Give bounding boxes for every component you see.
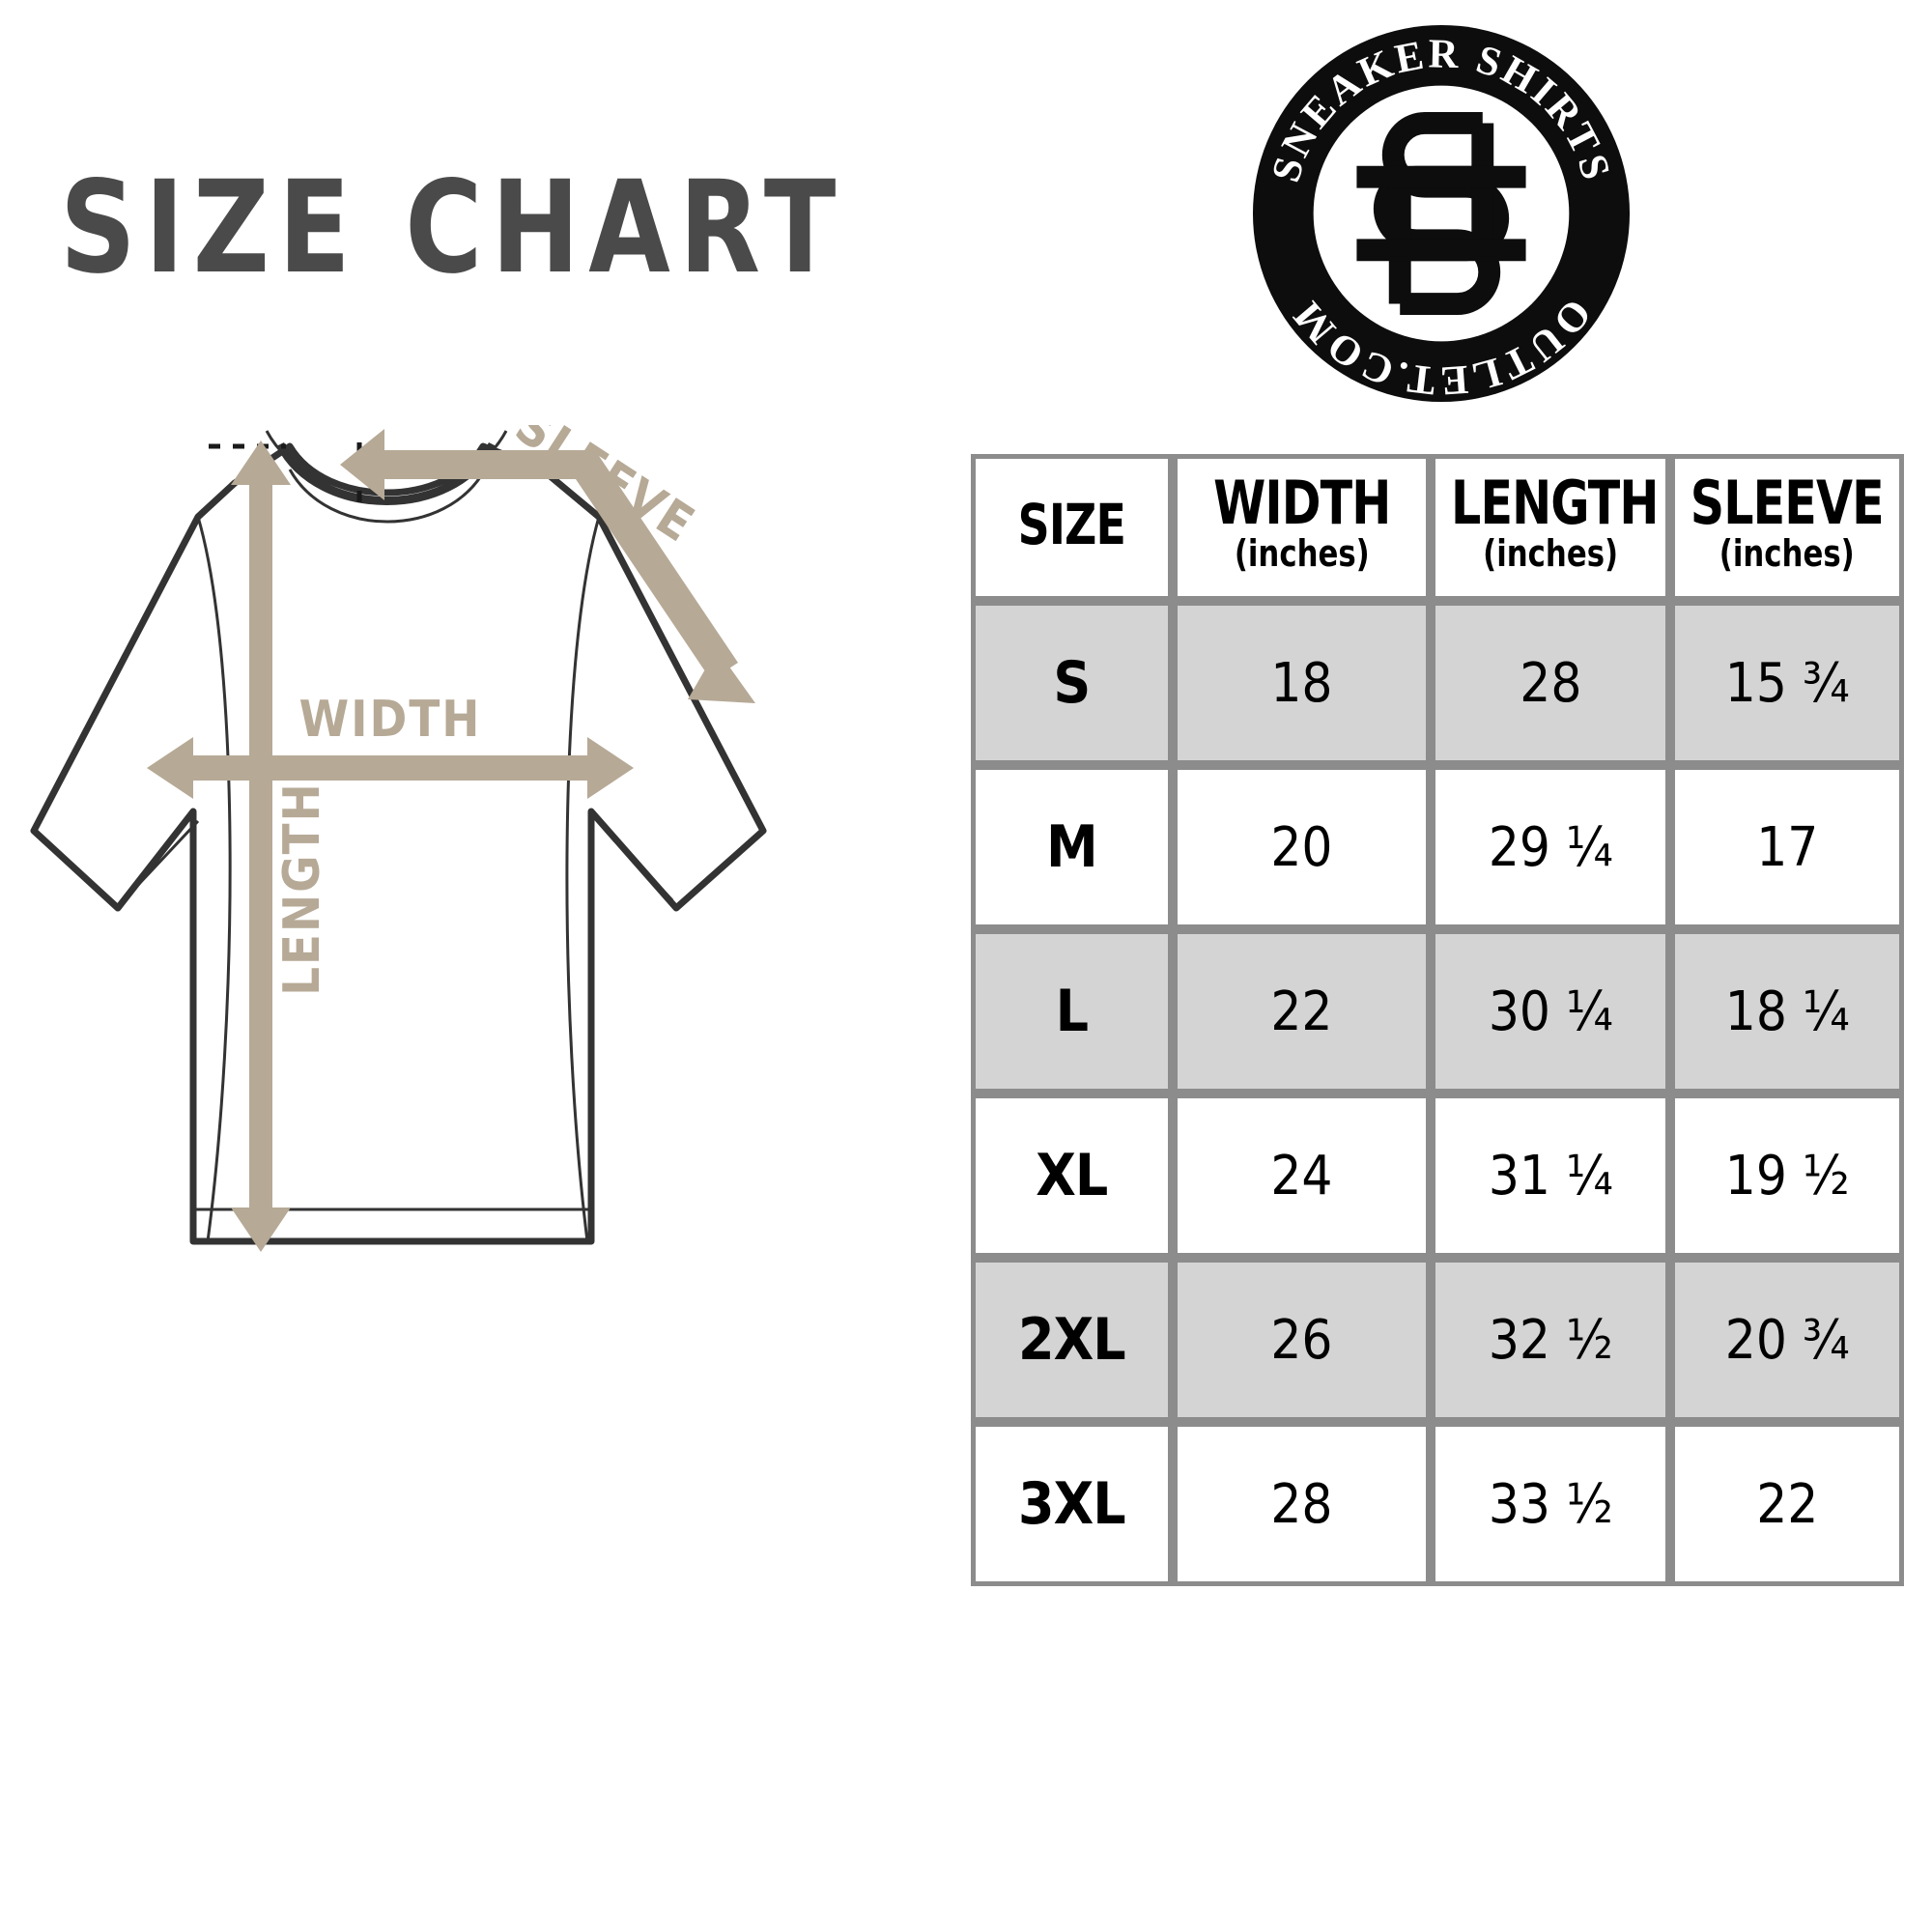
table-row: 3XL 28 33 ½ 22 (971, 1422, 1904, 1586)
row-size: S (971, 601, 1173, 765)
column-header-sleeve-units: (inches) (1719, 532, 1856, 576)
width-label: WIDTH (299, 691, 482, 749)
row-sleeve: 15 ¾ (1670, 601, 1904, 765)
header-row: SIZE WIDTH (inches) LENGTH (inches) SLEE… (971, 454, 1904, 601)
table-row: L 22 30 ¼ 18 ¼ (971, 929, 1904, 1094)
column-header-width-label: WIDTH (1212, 467, 1391, 538)
column-header-length-label: LENGTH (1451, 467, 1659, 538)
page-title: SIZE CHART (60, 154, 845, 302)
column-header-size: SIZE (971, 454, 1173, 601)
row-length: 32 ½ (1431, 1258, 1671, 1422)
logo-inner-disc (1313, 85, 1570, 342)
table-row: M 20 29 ¼ 17 (971, 765, 1904, 929)
column-header-width-units: (inches) (1234, 532, 1370, 576)
row-sleeve: 18 ¼ (1670, 929, 1904, 1094)
tshirt-measurement-diagram: SLEEVE WIDTH LENGTH (0, 425, 976, 1584)
size-table-body: S 18 28 15 ¾ M 20 29 ¼ 17 L 22 30 ¼ 18 ¼ XL 24 31 ¼ 19 … (971, 601, 1904, 1586)
row-length: 31 ¼ (1431, 1094, 1671, 1258)
row-width: 18 (1172, 601, 1432, 765)
row-sleeve: 17 (1670, 765, 1904, 929)
row-size: 2XL (971, 1258, 1173, 1422)
column-header-length-units: (inches) (1483, 532, 1619, 576)
size-table-header: SIZE WIDTH (inches) LENGTH (inches) SLEE… (971, 454, 1904, 601)
row-length: 30 ¼ (1431, 929, 1671, 1094)
row-width: 28 (1172, 1422, 1432, 1586)
table-row: S 18 28 15 ¾ (971, 601, 1904, 765)
row-width: 24 (1172, 1094, 1432, 1258)
row-length: 33 ½ (1431, 1422, 1671, 1586)
table-row: XL 24 31 ¼ 19 ½ (971, 1094, 1904, 1258)
row-width: 22 (1172, 929, 1432, 1094)
column-header-sleeve: SLEEVE (inches) (1670, 454, 1904, 601)
length-label: LENGTH (273, 781, 331, 995)
row-size: L (971, 929, 1173, 1094)
column-header-length: LENGTH (inches) (1431, 454, 1671, 601)
row-width: 26 (1172, 1258, 1432, 1422)
row-length: 28 (1431, 601, 1671, 765)
column-header-width: WIDTH (inches) (1172, 454, 1432, 601)
row-size: 3XL (971, 1422, 1173, 1586)
size-table-container: SIZE WIDTH (inches) LENGTH (inches) SLEE… (971, 454, 1904, 1586)
row-size: M (971, 765, 1173, 929)
size-table: SIZE WIDTH (inches) LENGTH (inches) SLEE… (971, 454, 1904, 1586)
logo-ss-monogram (1356, 112, 1526, 315)
row-size: XL (971, 1094, 1173, 1258)
row-sleeve: 22 (1670, 1422, 1904, 1586)
table-row: 2XL 26 32 ½ 20 ¾ (971, 1258, 1904, 1422)
sleeve-measure-arrow (340, 429, 755, 703)
length-measure-arrow (231, 440, 291, 1252)
row-sleeve: 19 ½ (1670, 1094, 1904, 1258)
row-width: 20 (1172, 765, 1432, 929)
brand-logo: SNEAKER SHIRTS OUTLET.COM (1249, 21, 1634, 406)
row-length: 29 ¼ (1431, 765, 1671, 929)
column-header-size-label: SIZE (1017, 491, 1126, 557)
column-header-sleeve-label: SLEEVE (1690, 467, 1885, 538)
row-sleeve: 20 ¾ (1670, 1258, 1904, 1422)
